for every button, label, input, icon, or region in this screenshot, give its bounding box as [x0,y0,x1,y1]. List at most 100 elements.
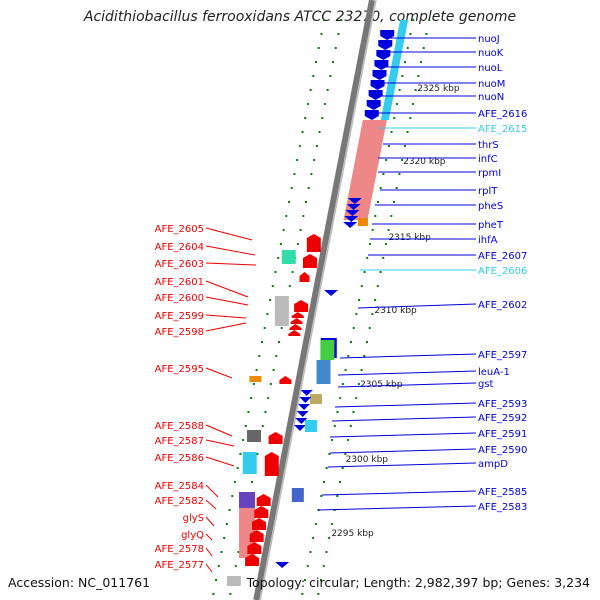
left-leader-line [205,245,256,256]
topology-text: Topology: circular; Length: 2,982,397 bp… [246,575,590,590]
left-leader-line [205,547,213,557]
right-gene-label: nuoN [478,92,504,103]
purple-gene [239,492,256,508]
plus-strand-gene [366,100,381,110]
minus-strand-gene [289,324,302,330]
left-leader-line [205,296,249,306]
left-leader-line [205,533,213,541]
plus-strand-gene [372,70,387,80]
left-leader-line [205,367,233,379]
right-gene-label: AFE_2590 [478,445,527,456]
highlight-gene-block [380,20,409,120]
right-leader-line [331,416,477,422]
left-leader-line [205,314,247,319]
minus-strand-gene [291,312,304,318]
scale-label: 2315 kbp [388,233,431,243]
left-leader-line [205,499,217,510]
minus-strand-gene [299,272,310,282]
plus-strand-gene [296,411,309,417]
backbone-line [253,0,375,600]
right-gene-label: gst [478,379,494,390]
trna-gene-block [343,120,387,220]
left-gene-label: glyQ [181,530,204,541]
minus-strand-gene [254,506,269,518]
left-leader-line [205,262,257,266]
accession-text: Accession: NC_011761 [8,575,151,590]
right-gene-label: rpmI [478,168,501,179]
plus-strand-gene [300,390,313,396]
minus-strand-gene [294,300,309,312]
right-gene-label: nuoK [478,48,504,59]
right-leader-line [334,402,477,408]
orange-gene [249,376,262,382]
left-gene-label: AFE_2584 [155,481,204,492]
plus-strand-gene [345,210,360,216]
left-leader-line [205,563,213,573]
left-gene-label: AFE_2603 [155,259,204,270]
right-gene-label: AFE_2616 [478,109,527,120]
left-leader-line [205,516,215,527]
plus-strand-gene [344,216,359,222]
left-gene-label: AFE_2582 [155,496,204,507]
minus-strand-gene [288,330,301,336]
minus-strand-gene [306,234,321,252]
plus-strand-gene [374,60,389,70]
right-gene-label: thrS [478,140,499,151]
right-leader-line [329,432,477,438]
green-gene [320,340,335,360]
right-leader-line [317,505,477,511]
right-gene-label: pheS [478,201,503,212]
minus-strand-gene [279,376,292,384]
right-gene-label: AFE_2615 [478,124,527,135]
backbone-edge [259,0,377,600]
gray-gene [226,576,241,586]
left-leader-line [205,456,235,467]
right-leader-line [337,382,477,388]
plus-strand-gene [346,204,361,210]
right-gene-label: AFE_2597 [478,350,527,361]
left-gene-label: AFE_2600 [155,293,204,304]
left-gene-label: AFE_2601 [155,277,204,288]
minus-strand-gene [268,432,283,444]
left-leader-line [205,322,247,332]
plus-strand-gene [295,418,308,424]
right-gene-label: AFE_2583 [478,502,527,513]
tan-gene [309,394,322,404]
left-leader-line [205,227,253,241]
left-leader-line [205,484,219,498]
right-gene-label: AFE_2606 [478,266,527,277]
plus-strand-gene [291,488,304,502]
highlight-gene [242,452,257,474]
right-gene-label: rplT [478,186,498,197]
left-gene-label: AFE_2604 [155,242,204,253]
plus-strand-gene [376,50,391,60]
left-gene-label: AFE_2605 [155,224,204,235]
minus-strand-gene [256,494,271,506]
minus-strand-gene [245,554,260,566]
scale-label: 2310 kbp [374,306,417,316]
left-gene-label: AFE_2598 [155,327,204,338]
right-gene-label: ampD [478,459,508,470]
plus-strand-gene [324,290,339,296]
plus-strand-gene [298,404,311,410]
right-gene-label: AFE_2602 [478,300,527,311]
teal-gene [281,250,296,264]
map-title: Acidithiobacillus ferrooxidans ATCC 2327… [83,9,517,25]
right-leader-line [339,353,477,359]
plus-strand-gene [378,40,393,50]
highlight-gene [304,420,317,432]
plus-strand-gene [368,90,383,100]
plus-strand-gene [364,110,379,120]
gray-gene [274,296,289,326]
scale-label: 2305 kbp [360,380,403,390]
minus-strand-gene [290,318,303,324]
right-leader-line [321,490,477,496]
left-gene-label: AFE_2577 [155,560,204,571]
right-gene-label: pheT [478,220,504,231]
plus-strand-gene [370,80,385,90]
right-gene-label: nuoL [478,63,503,74]
right-leader-line [337,370,477,376]
right-gene-label: AFE_2591 [478,429,527,440]
minus-strand-gene [264,452,279,476]
minus-strand-gene [252,518,267,530]
